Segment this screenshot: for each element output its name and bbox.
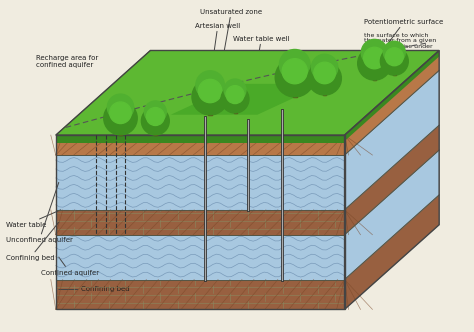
Circle shape bbox=[361, 40, 388, 66]
Bar bbox=[373, 68, 376, 80]
Text: Water table: Water table bbox=[6, 210, 61, 228]
Circle shape bbox=[385, 48, 403, 66]
Circle shape bbox=[314, 62, 336, 84]
Circle shape bbox=[282, 59, 307, 84]
Bar bbox=[393, 65, 396, 75]
Polygon shape bbox=[345, 70, 439, 210]
Polygon shape bbox=[56, 155, 345, 210]
Circle shape bbox=[279, 49, 310, 80]
Text: Flowing artesian well: Flowing artesian well bbox=[248, 55, 322, 108]
Bar bbox=[323, 83, 327, 95]
Text: Confining bed: Confining bed bbox=[6, 222, 59, 261]
Circle shape bbox=[107, 94, 134, 121]
Polygon shape bbox=[345, 50, 439, 141]
Circle shape bbox=[104, 102, 137, 135]
Polygon shape bbox=[345, 50, 439, 155]
Polygon shape bbox=[345, 150, 439, 280]
Text: the surface to which
the water from a given
aquifer will rise under
its full hea: the surface to which the water from a gi… bbox=[365, 33, 437, 55]
Circle shape bbox=[224, 79, 246, 101]
Circle shape bbox=[192, 79, 228, 115]
Bar bbox=[118, 123, 122, 135]
Bar bbox=[208, 102, 212, 115]
Circle shape bbox=[110, 102, 131, 124]
Text: Unconfined aquifer: Unconfined aquifer bbox=[6, 182, 73, 243]
Text: Confining bed: Confining bed bbox=[59, 287, 129, 292]
Bar bbox=[154, 125, 157, 135]
Polygon shape bbox=[56, 280, 345, 309]
Polygon shape bbox=[56, 135, 345, 143]
Circle shape bbox=[145, 101, 166, 123]
Polygon shape bbox=[56, 135, 345, 155]
Circle shape bbox=[383, 41, 405, 63]
Polygon shape bbox=[345, 125, 439, 235]
Circle shape bbox=[381, 47, 408, 75]
Text: Recharge area for
confined aquifer: Recharge area for confined aquifer bbox=[36, 55, 98, 68]
Circle shape bbox=[275, 58, 314, 97]
Polygon shape bbox=[56, 235, 345, 280]
Bar bbox=[234, 103, 237, 113]
Bar bbox=[292, 83, 297, 97]
Text: Confined aquifer: Confined aquifer bbox=[41, 257, 99, 276]
Text: Potentiometric surface: Potentiometric surface bbox=[365, 19, 444, 55]
Polygon shape bbox=[56, 50, 439, 135]
Polygon shape bbox=[345, 195, 439, 309]
Circle shape bbox=[146, 108, 164, 125]
Circle shape bbox=[308, 62, 341, 95]
Circle shape bbox=[311, 54, 338, 81]
Text: Unsaturated zone: Unsaturated zone bbox=[200, 9, 262, 130]
Polygon shape bbox=[171, 84, 324, 115]
Circle shape bbox=[358, 47, 391, 80]
Circle shape bbox=[364, 47, 385, 69]
Circle shape bbox=[196, 71, 224, 99]
Circle shape bbox=[226, 86, 244, 104]
Text: Artesian well: Artesian well bbox=[195, 23, 240, 115]
Text: Water table well: Water table well bbox=[233, 36, 290, 118]
Polygon shape bbox=[56, 210, 345, 235]
Circle shape bbox=[199, 79, 222, 103]
Circle shape bbox=[221, 85, 249, 113]
Circle shape bbox=[141, 107, 169, 135]
